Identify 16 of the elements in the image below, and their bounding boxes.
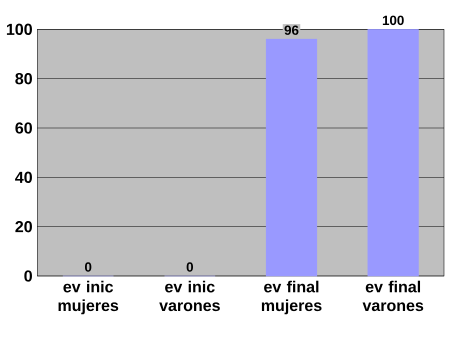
bar [368, 29, 419, 276]
y-tick-label: 40 [15, 172, 32, 183]
data-label: 96 [284, 26, 298, 35]
data-label: 100 [382, 16, 404, 26]
y-tick-label: 100 [6, 24, 32, 35]
y-tick-label: 0 [24, 270, 32, 282]
x-tick-label: ev final mujeres [262, 280, 322, 314]
y-tick-label: 20 [15, 221, 32, 232]
y-tick-label: 80 [15, 73, 32, 84]
x-tick-label: ev inic mujeres [58, 280, 118, 314]
x-tick-label: ev final varones [362, 280, 424, 312]
data-label: 0 [186, 262, 194, 272]
data-label: 0 [84, 262, 92, 272]
bar [266, 38, 318, 276]
y-tick-label: 60 [15, 122, 32, 134]
x-tick-label: ev inic varones [159, 280, 220, 312]
